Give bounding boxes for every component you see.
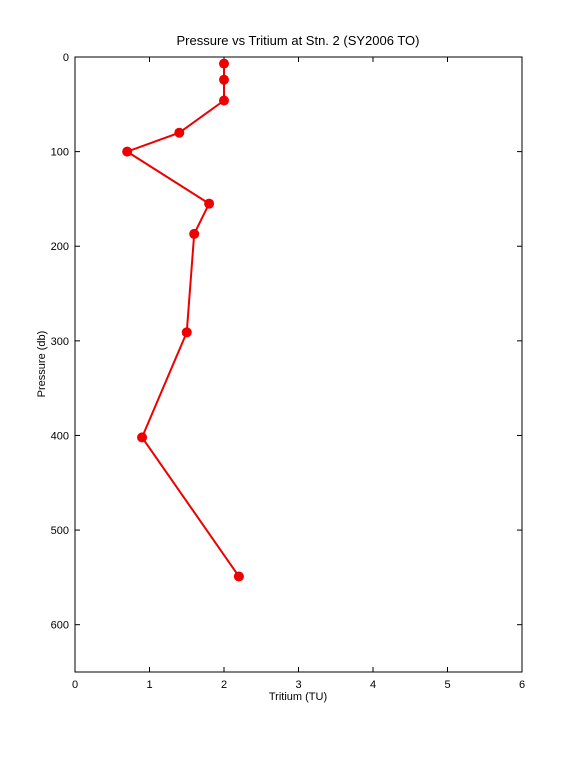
- x-tick-label: 3: [295, 679, 301, 691]
- data-point: [219, 95, 229, 106]
- y-tick-label: 100: [51, 147, 69, 159]
- x-tick-label: 2: [221, 679, 227, 691]
- x-tick-label: 0: [72, 679, 78, 691]
- data-point: [233, 571, 244, 582]
- y-axis-label: Pressure (db): [36, 331, 48, 398]
- data-point: [181, 327, 192, 338]
- y-tick-label: 600: [51, 620, 69, 632]
- y-tick-label: 300: [51, 336, 69, 348]
- y-tick-label: 200: [51, 241, 69, 253]
- data-point: [137, 432, 148, 443]
- data-point: [219, 74, 229, 85]
- data-point: [122, 146, 133, 157]
- data-point: [204, 198, 215, 209]
- x-tick-label: 5: [444, 679, 450, 691]
- y-tick-label: 500: [51, 525, 69, 537]
- y-tick-label: 0: [63, 52, 69, 64]
- x-tick-label: 4: [370, 679, 376, 691]
- x-tick-label: 1: [146, 679, 152, 691]
- data-point: [219, 58, 229, 69]
- y-tick-label: 400: [51, 430, 69, 442]
- x-tick-label: 6: [519, 679, 525, 691]
- data-line: [124, 63, 240, 578]
- x-axis-label: Tritium (TU): [269, 691, 327, 703]
- data-point: [189, 228, 200, 239]
- plot-frame: [74, 56, 523, 673]
- chart-title: Pressure vs Tritium at Stn. 2 (SY2006 TO…: [176, 33, 419, 48]
- data-point: [174, 127, 185, 138]
